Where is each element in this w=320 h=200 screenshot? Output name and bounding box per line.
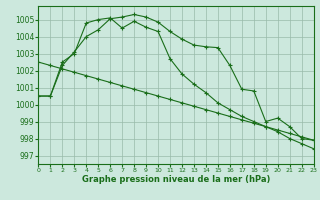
X-axis label: Graphe pression niveau de la mer (hPa): Graphe pression niveau de la mer (hPa) <box>82 175 270 184</box>
